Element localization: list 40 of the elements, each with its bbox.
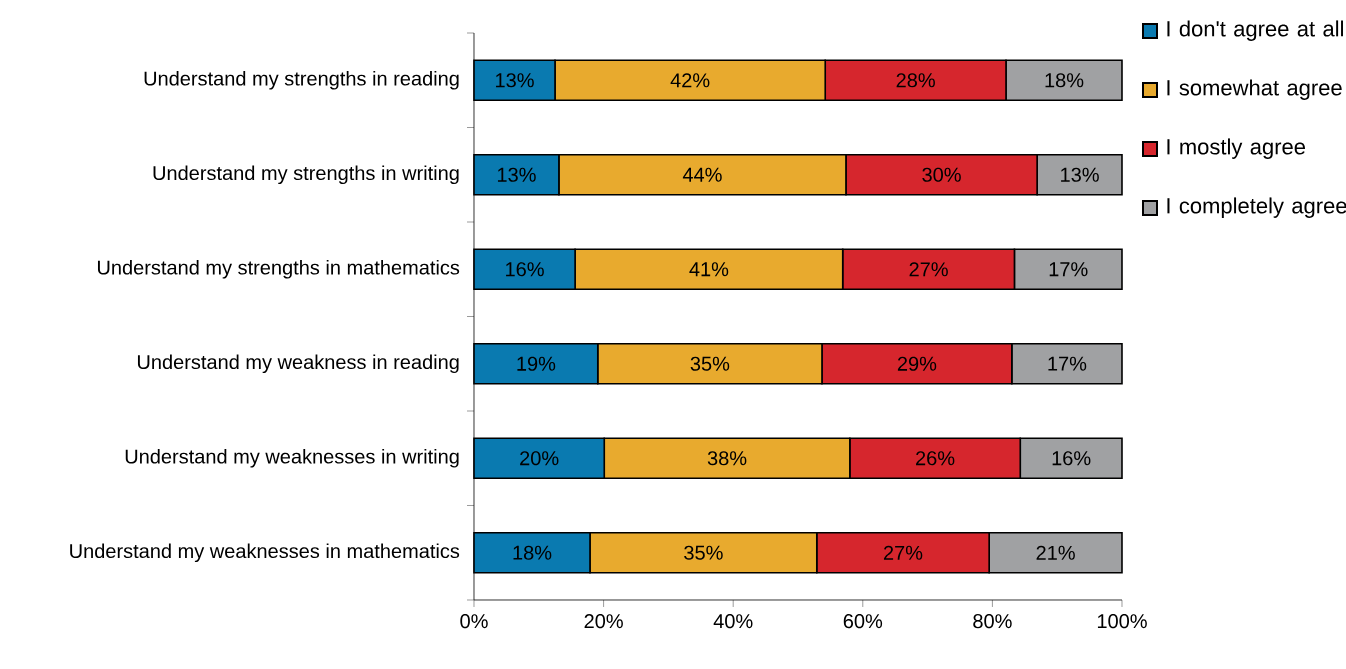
legend-label: I mostly agree (1167, 138, 1306, 159)
data-label: 21% (1036, 545, 1075, 560)
x-tick-label: 20% (584, 614, 623, 629)
data-label: 30% (922, 167, 961, 182)
data-label: 13% (497, 167, 536, 182)
data-label: 38% (707, 451, 747, 466)
data-label: 13% (496, 73, 534, 88)
x-tick-label: 80% (973, 614, 1012, 629)
data-label: 13% (1061, 167, 1099, 182)
data-label: 42% (670, 73, 710, 88)
data-label: 27% (883, 545, 923, 560)
data-label: 44% (682, 167, 722, 182)
legend-label: I don't agree at all (1167, 20, 1343, 41)
y-tick-label: Understand my weaknesses in mathematics (70, 543, 460, 563)
legend-label: I somewhat agree (1167, 79, 1342, 100)
data-label: 19% (517, 356, 556, 371)
data-label: 18% (513, 545, 552, 560)
y-tick-label: Understand my strengths in mathematics (97, 259, 460, 279)
y-tick-label: Understand my strengths in writing (153, 165, 459, 185)
x-tick-label: 60% (843, 614, 883, 629)
data-label: 27% (909, 262, 948, 277)
data-label: 16% (506, 262, 544, 277)
data-label: 18% (1045, 73, 1084, 88)
x-tick-label: 100% (1097, 614, 1147, 629)
data-label: 26% (916, 451, 955, 466)
legend-label: I completely agree (1167, 197, 1346, 218)
data-label: 28% (896, 73, 935, 88)
data-label: 35% (690, 356, 730, 371)
data-label: 29% (897, 356, 937, 371)
data-label: 20% (520, 451, 559, 466)
x-tick-label: 0% (460, 614, 488, 629)
y-tick-label: Understand my weakness in reading (137, 354, 459, 374)
data-label: 17% (1049, 262, 1088, 277)
data-label: 41% (689, 262, 729, 277)
data-label: 16% (1052, 451, 1091, 466)
y-tick-label: Understand my weaknesses in writing (125, 448, 459, 468)
y-tick-label: Understand my strengths in reading (144, 70, 459, 90)
data-label: 35% (684, 545, 723, 560)
x-tick-label: 40% (713, 614, 753, 629)
data-label: 17% (1048, 356, 1087, 371)
